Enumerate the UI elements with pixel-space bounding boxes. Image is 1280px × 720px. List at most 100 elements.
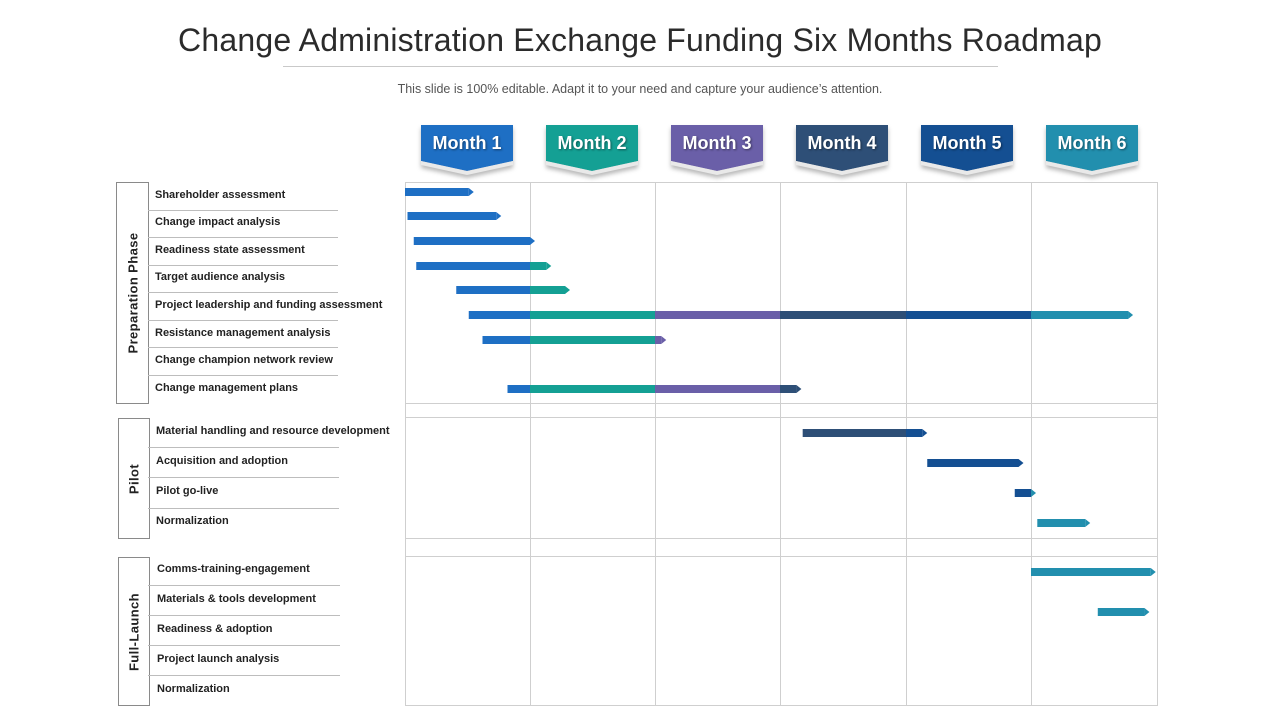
month-label: Month 5: [932, 133, 1002, 153]
gantt-bar-arrow: [1144, 608, 1150, 616]
gantt-bar-segment: [1097, 608, 1145, 616]
gantt-bar-segment: [906, 429, 923, 437]
gantt-bar-segment: [530, 311, 655, 319]
task-separator: [148, 347, 338, 348]
month-label: Month 1: [432, 133, 502, 153]
task-label: Project leadership and funding assessmen…: [155, 299, 383, 311]
grid-hline: [405, 705, 1157, 706]
task-separator: [148, 375, 338, 376]
gantt-bar-segment: [1031, 311, 1129, 319]
month-tab-shape: [796, 125, 888, 171]
gantt-bar-arrow: [661, 336, 667, 344]
phase-label: Full-Launch: [126, 592, 142, 671]
month-tab-1: Month 1: [421, 125, 513, 175]
grid-line: [1031, 182, 1032, 706]
task-label: Project launch analysis: [157, 653, 280, 665]
gantt-bar-segment: [413, 237, 530, 245]
grid-hline: [405, 538, 1157, 539]
task-label: Readiness state assessment: [155, 244, 305, 256]
month-tab-5: Month 5: [921, 125, 1013, 175]
page-subtitle: This slide is 100% editable. Adapt it to…: [397, 82, 883, 96]
task-label: Materials & tools development: [157, 593, 316, 605]
gantt-bar-arrow: [496, 212, 502, 220]
grid-line: [405, 182, 406, 706]
task-label: Resistance management analysis: [155, 327, 331, 339]
gantt-bar-arrow: [565, 286, 570, 294]
task-label: Normalization: [156, 515, 229, 527]
task-separator: [148, 645, 340, 646]
grid-hline: [405, 556, 1157, 557]
task-separator: [148, 320, 338, 321]
task-separator: [148, 675, 340, 676]
task-separator: [148, 265, 338, 266]
task-label: Target audience analysis: [155, 271, 286, 283]
gantt-bar-segment: [468, 311, 530, 319]
phase-box-preparation: Preparation Phase: [116, 182, 149, 404]
grid-hline: [405, 403, 1157, 404]
grid-hline: [405, 417, 1157, 418]
task-separator: [148, 447, 339, 448]
gantt-bar-segment: [906, 311, 1031, 319]
grid-line: [530, 182, 531, 706]
task-label: Change champion network review: [155, 354, 333, 366]
task-separator: [148, 508, 339, 509]
phase-label: Pilot: [126, 463, 142, 494]
gantt-bar-arrow: [796, 385, 802, 393]
gantt-bar-segment: [530, 385, 572, 393]
gantt-bar-arrow: [1128, 311, 1134, 319]
gantt-bar-segment: [1037, 519, 1086, 527]
task-label: Readiness & adoption: [157, 623, 273, 635]
task-label: Comms-training-engagement: [157, 563, 310, 575]
task-separator: [148, 237, 338, 238]
gantt-bar-segment: [780, 311, 906, 319]
gantt-bar-segment: [1014, 489, 1031, 497]
grid-line: [780, 182, 781, 706]
gantt-bar-arrow: [1085, 519, 1091, 527]
month-tab-4: Month 4: [796, 125, 888, 175]
gantt-bar-segment: [482, 336, 530, 344]
gantt-bar-segment: [405, 188, 469, 196]
task-label: Change management plans: [155, 382, 299, 394]
month-tab-shape: [546, 125, 638, 171]
title-divider: [283, 66, 998, 67]
task-label: Normalization: [157, 683, 230, 695]
gantt-bar-segment: [802, 429, 906, 437]
gantt-bar-segment: [456, 286, 530, 294]
task-label: Pilot go-live: [156, 485, 219, 497]
task-label: Material handling and resource developme…: [156, 425, 390, 437]
month-tab-shape: [921, 125, 1013, 171]
phase-box-pilot: Pilot: [118, 418, 150, 539]
month-label: Month 3: [682, 133, 752, 153]
task-separator: [148, 292, 338, 293]
page-title: Change Administration Exchange Funding S…: [178, 22, 1102, 58]
gantt-bar-segment: [530, 262, 547, 270]
month-tab-shape: [421, 125, 513, 171]
gantt-bar-segment: [655, 385, 780, 393]
month-tab-3: Month 3: [671, 125, 763, 175]
gantt-bar-segment: [927, 459, 1019, 467]
gantt-bar-segment: [416, 262, 530, 270]
month-tab-shape: [671, 125, 763, 171]
gantt-bar-arrow: [571, 385, 577, 393]
task-separator: [148, 477, 339, 478]
gantt-bar-segment: [507, 385, 530, 393]
gantt-bar-segment: [1031, 568, 1151, 576]
task-label: Acquisition and adoption: [156, 455, 288, 467]
gantt-bar-arrow: [1018, 459, 1024, 467]
task-label: Shareholder assessment: [155, 189, 286, 201]
month-tab-shape: [1046, 125, 1138, 171]
task-separator: [148, 210, 338, 211]
month-label: Month 2: [557, 133, 627, 153]
gantt-bar-segment: [530, 385, 655, 393]
gantt-bar-arrow: [922, 429, 928, 437]
task-separator: [148, 585, 340, 586]
gantt-bar-segment: [530, 286, 565, 294]
month-label: Month 4: [807, 133, 877, 153]
gantt-bar-segment: [655, 311, 780, 319]
month-tab-6: Month 6: [1046, 125, 1138, 175]
month-tab-2: Month 2: [546, 125, 638, 175]
task-separator: [148, 615, 340, 616]
grid-line: [906, 182, 907, 706]
task-label: Change impact analysis: [155, 216, 281, 228]
grid-line: [655, 182, 656, 706]
